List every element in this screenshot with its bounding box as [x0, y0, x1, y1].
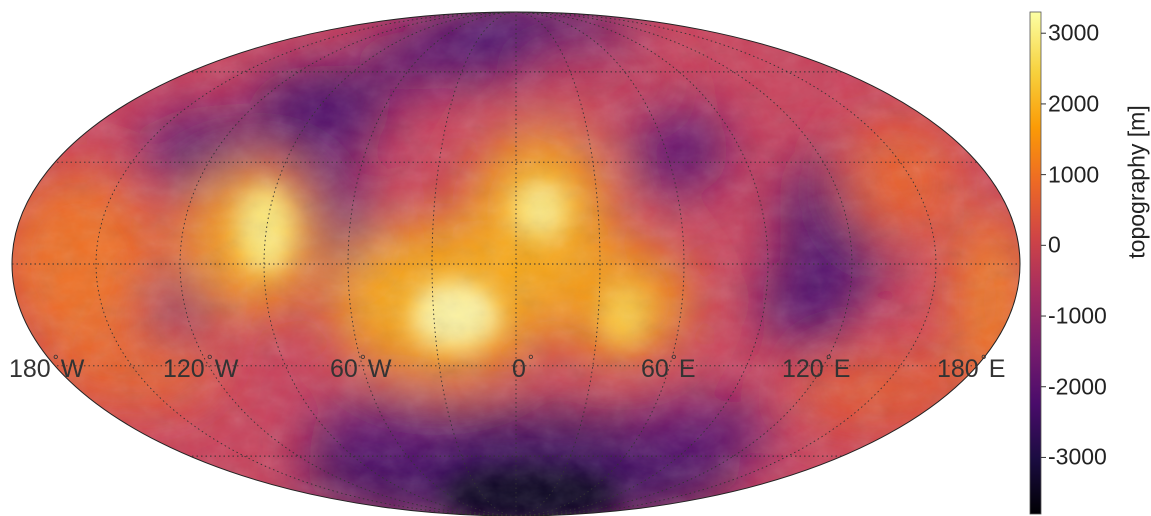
lon-label-120e: 120 °E	[782, 352, 851, 383]
meridian-line	[179, 12, 517, 516]
colorbar-tick-label: 3000	[1048, 19, 1100, 46]
colorbar-label: topography [m]	[1123, 105, 1150, 259]
lon-label-60w: 60 °W	[330, 352, 392, 383]
meridian-line	[515, 12, 937, 516]
topography-field	[12, 12, 1020, 516]
colorbar-tick-label: 0	[1048, 231, 1061, 258]
lon-label-0: 0 °	[512, 352, 534, 383]
meridian-line	[515, 12, 685, 516]
colorbar-tick-label: 2000	[1048, 90, 1100, 117]
meridian-line	[347, 12, 517, 516]
colorbar-tick-label: -1000	[1048, 302, 1107, 329]
meridian-line	[515, 12, 853, 516]
lon-label-120w: 120 °W	[163, 352, 239, 383]
colorbar-tick-marks	[1041, 32, 1046, 458]
colorbar-tick-label: -2000	[1048, 373, 1107, 400]
colorbar	[1029, 11, 1042, 515]
lon-label-60e: 60 °E	[641, 352, 696, 383]
lon-label-180e: 180 °E	[937, 352, 1006, 383]
colorbar-tick-label: 1000	[1048, 161, 1100, 188]
lon-label-180w: 180 °W	[9, 352, 85, 383]
meridian-line	[95, 12, 517, 516]
colorbar-tick-label: -3000	[1048, 443, 1107, 470]
